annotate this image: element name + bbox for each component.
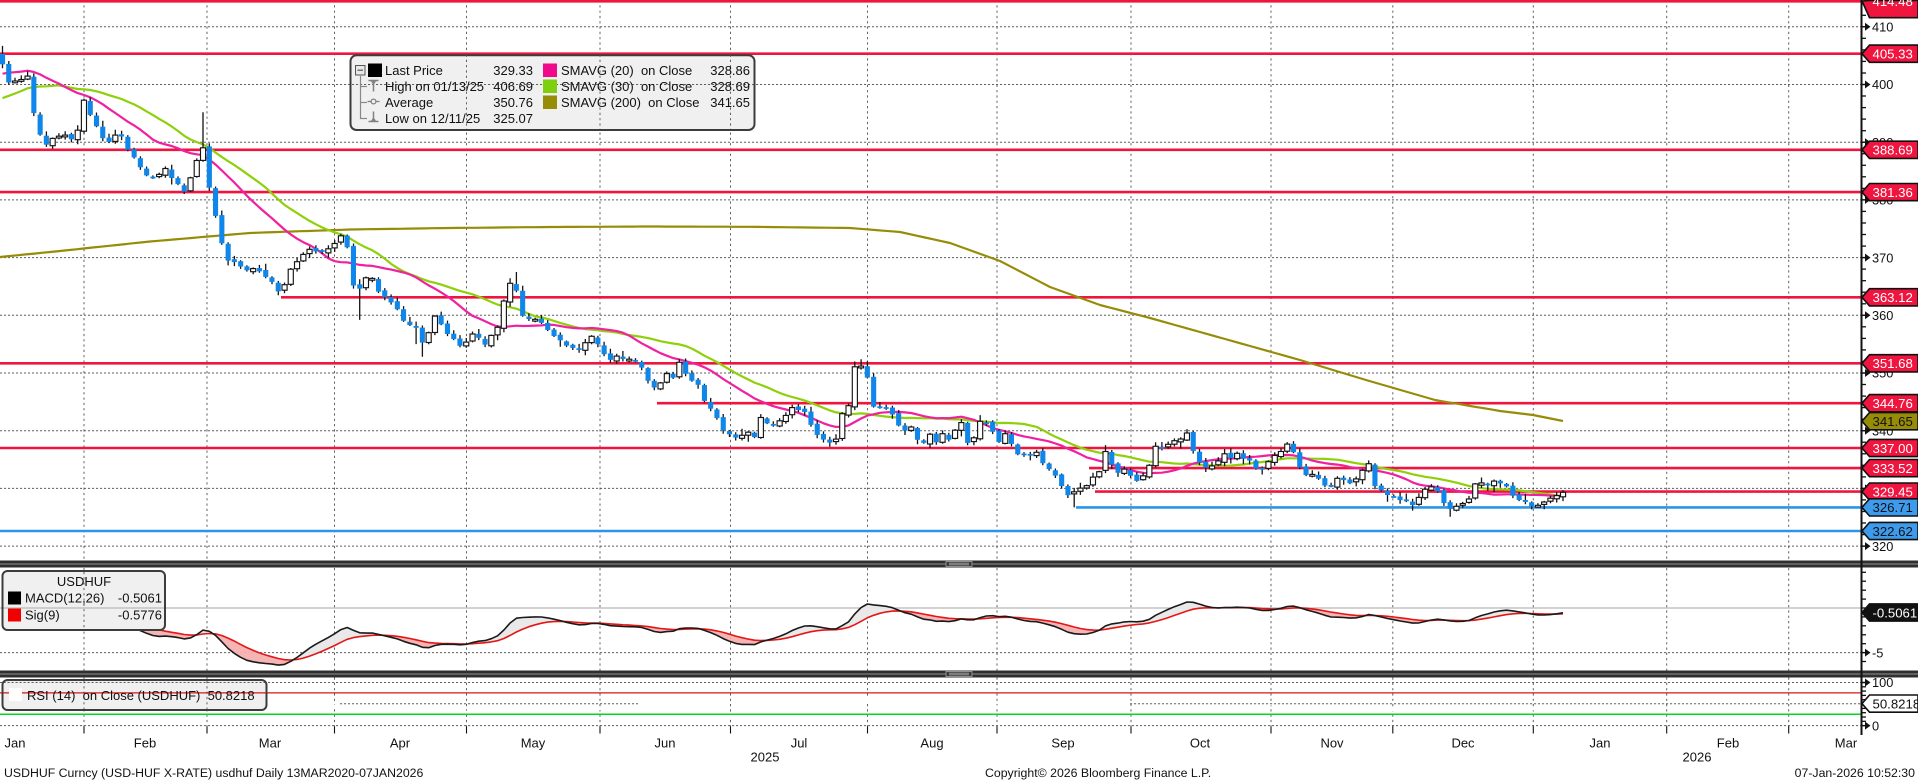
svg-text:-5: -5: [1872, 645, 1883, 660]
svg-text:381.36: 381.36: [1873, 185, 1913, 200]
svg-text:363.12: 363.12: [1873, 290, 1913, 305]
svg-text:337.00: 337.00: [1873, 441, 1913, 456]
svg-text:SMAVG (200) on Close: SMAVG (200) on Close: [561, 95, 699, 110]
svg-text:USDHUF: USDHUF: [57, 574, 111, 589]
svg-text:Low on 12/11/25: Low on 12/11/25: [385, 111, 480, 126]
svg-text:Apr: Apr: [390, 736, 411, 751]
svg-text:Dec: Dec: [1451, 736, 1475, 751]
svg-text:50.8218: 50.8218: [1873, 696, 1918, 711]
svg-text:2026: 2026: [1683, 750, 1712, 765]
svg-text:341.65: 341.65: [1873, 414, 1913, 429]
svg-text:344.76: 344.76: [1873, 396, 1913, 411]
svg-text:-0.5061: -0.5061: [1873, 605, 1918, 620]
svg-text:328.86: 328.86: [710, 63, 750, 78]
svg-text:Jan: Jan: [1590, 736, 1611, 751]
svg-text:406.69: 406.69: [493, 79, 533, 94]
svg-text:Aug: Aug: [920, 736, 943, 751]
svg-text:Mar: Mar: [1835, 736, 1858, 751]
svg-text:Average: Average: [385, 95, 433, 110]
svg-text:350.76: 350.76: [493, 95, 533, 110]
svg-text:07-Jan-2026 10:52:30: 07-Jan-2026 10:52:30: [1795, 766, 1915, 780]
svg-text:Feb: Feb: [1717, 736, 1739, 751]
svg-text:High on 01/13/25: High on 01/13/25: [385, 79, 484, 94]
svg-text:351.68: 351.68: [1873, 356, 1913, 371]
svg-text:328.69: 328.69: [710, 79, 750, 94]
svg-text:Last Price: Last Price: [385, 63, 443, 78]
svg-text:2025: 2025: [751, 750, 780, 765]
svg-text:414.48: 414.48: [1873, 0, 1913, 9]
svg-text:-0.5776: -0.5776: [118, 608, 162, 623]
svg-text:325.07: 325.07: [493, 111, 533, 126]
svg-text:329.45: 329.45: [1873, 484, 1913, 499]
svg-text:341.65: 341.65: [710, 95, 750, 110]
svg-text:400: 400: [1872, 77, 1893, 92]
svg-text:360: 360: [1872, 308, 1893, 323]
svg-text:MACD(12,26): MACD(12,26): [25, 591, 104, 606]
svg-text:Feb: Feb: [134, 736, 156, 751]
svg-text:100: 100: [1872, 675, 1893, 690]
svg-text:May: May: [521, 736, 546, 751]
svg-text:SMAVG (20) on Close: SMAVG (20) on Close: [561, 63, 692, 78]
svg-text:333.52: 333.52: [1873, 461, 1913, 476]
svg-text:Mar: Mar: [259, 736, 282, 751]
svg-text:388.69: 388.69: [1873, 143, 1913, 158]
svg-text:Copyright© 2026 Bloomberg Fina: Copyright© 2026 Bloomberg Finance L.P.: [985, 766, 1211, 780]
svg-text:370: 370: [1872, 250, 1893, 265]
svg-text:-0.5061: -0.5061: [118, 591, 162, 606]
svg-text:USDHUF Curncy (USD-HUF X-RATE): USDHUF Curncy (USD-HUF X-RATE) usdhuf Da…: [4, 766, 424, 780]
svg-text:Sep: Sep: [1051, 736, 1074, 751]
svg-text:322.62: 322.62: [1873, 524, 1913, 539]
svg-text:320: 320: [1872, 539, 1893, 554]
svg-text:410: 410: [1872, 20, 1893, 35]
svg-text:329.33: 329.33: [493, 63, 533, 78]
svg-text:0: 0: [1872, 718, 1879, 733]
svg-text:326.71: 326.71: [1873, 500, 1913, 515]
svg-text:Sig(9): Sig(9): [25, 608, 60, 623]
svg-text:RSI (14) on Close (USDHUF) 5: RSI (14) on Close (USDHUF) 50.8218: [27, 688, 255, 703]
svg-text:405.33: 405.33: [1873, 47, 1913, 62]
svg-text:Oct: Oct: [1190, 736, 1211, 751]
svg-text:Jan: Jan: [5, 736, 26, 751]
svg-text:Nov: Nov: [1320, 736, 1344, 751]
svg-text:SMAVG (30) on Close: SMAVG (30) on Close: [561, 79, 692, 94]
svg-text:Jun: Jun: [655, 736, 676, 751]
svg-text:Jul: Jul: [791, 736, 808, 751]
